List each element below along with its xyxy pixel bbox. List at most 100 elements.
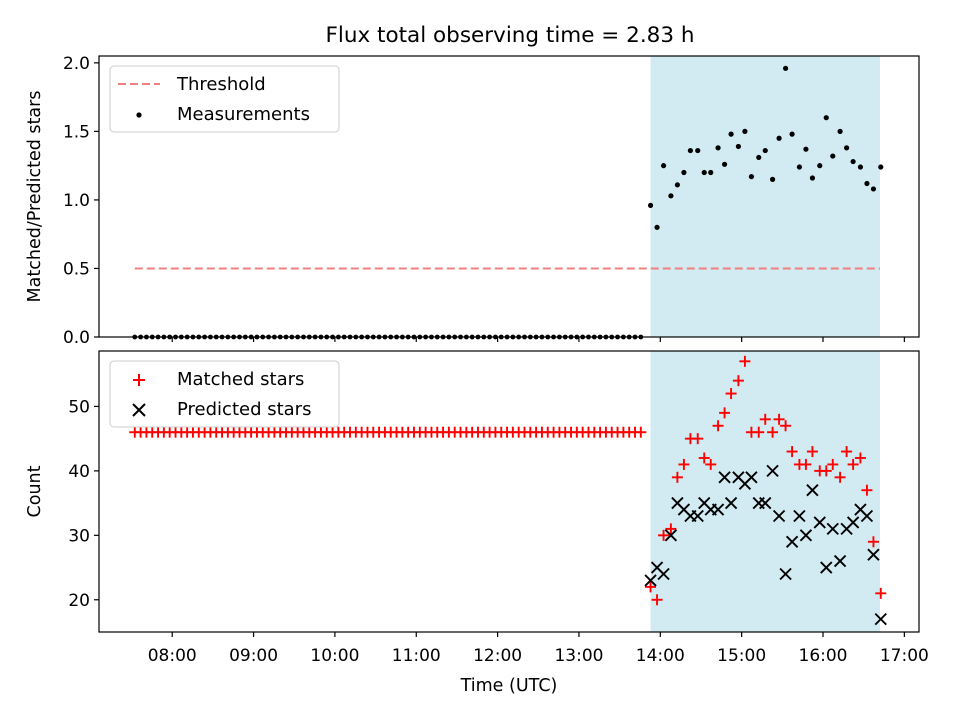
measurement-point [870, 186, 877, 192]
count-xtick-label: 10:00 [310, 646, 359, 666]
count-ytick-label: 40 [68, 462, 90, 482]
matched-star-point [854, 452, 866, 464]
ratio-ytick-label: 2.0 [63, 54, 90, 74]
matched-star-point [732, 375, 744, 387]
measurement-point [809, 175, 816, 181]
measurement-point [654, 224, 660, 230]
predicted-star-point [799, 529, 813, 542]
measurement-point [789, 131, 795, 137]
predicted-star-point [813, 516, 826, 529]
legend-matched-label: Matched stars [177, 369, 304, 390]
matched-star-point [651, 594, 663, 606]
matched-star-point [739, 355, 751, 367]
count-frame [98, 350, 920, 633]
count-xlabel: Time (UTC) [460, 676, 558, 696]
matched-star-point [767, 426, 779, 438]
predicted-star-point [657, 567, 670, 581]
count-xtick-label: 08:00 [148, 646, 197, 666]
predicted-star-point [846, 516, 860, 529]
measurement-point [817, 163, 823, 169]
measurement-point [756, 154, 762, 161]
measurement-point [701, 169, 707, 176]
measurement-point [776, 135, 782, 141]
count-xtick-label: 12:00 [473, 646, 522, 666]
predicted-star-point [745, 471, 758, 484]
measurement-point [668, 193, 674, 199]
ratio-ytick-label: 1.5 [63, 122, 90, 142]
predicted-star-point [759, 496, 772, 510]
predicted-star-point [772, 509, 786, 523]
ratio-panel: 0.00.51.01.52.0 Matched/Predicted stars … [25, 54, 920, 348]
matched-star-point [786, 446, 798, 458]
measurement-point [695, 147, 701, 154]
ratio-frame [98, 55, 920, 338]
count-shaded-span [650, 351, 880, 632]
matched-star-point [719, 407, 731, 419]
measurement-point [878, 164, 884, 170]
measurement-point [735, 143, 742, 150]
predicted-star-point [644, 574, 657, 587]
measurement-point [830, 153, 836, 159]
measurement-point [850, 158, 856, 165]
measurement-point [796, 164, 803, 170]
predicted-star-point [867, 548, 880, 561]
count-xtick-label: 09:00 [229, 646, 278, 666]
ratio-ylabel: Matched/Predicted stars [25, 91, 45, 303]
count-panel: 20 30 40 50 08:00 09:00 10:00 11:00 12:00 13:00 1… [25, 350, 929, 696]
count-ytick-label: 30 [68, 526, 90, 546]
measurement-point [742, 128, 748, 134]
measurement-point [782, 65, 789, 71]
legend-predicted-label: Predicted stars [177, 399, 311, 420]
matched-star-point [658, 529, 670, 541]
matched-star-point [780, 420, 792, 432]
measurement-point [857, 164, 864, 170]
count-ylabel: Count [25, 465, 45, 517]
predicted-star-point [874, 612, 887, 626]
count-ytick-label: 50 [68, 397, 90, 417]
ratio-shaded-span [650, 56, 880, 337]
ratio-legend: Threshold Measurements [109, 65, 340, 133]
measurement-point [721, 161, 728, 167]
predicted-star-point [793, 509, 806, 523]
legend-matched-swatch [133, 374, 145, 386]
measurement-point [843, 145, 850, 151]
measurement-point [687, 147, 694, 154]
matched-star-point [705, 458, 717, 470]
predicted-star-point [826, 522, 839, 536]
count-legend: Matched stars Predicted stars [109, 360, 340, 428]
matched-star-point [861, 484, 873, 496]
measurement-point [748, 174, 755, 180]
measurement-point [715, 145, 721, 151]
legend-predicted-swatch [132, 403, 146, 417]
measurement-point [660, 163, 667, 169]
matched-star-point [806, 446, 818, 458]
matched-star-point [875, 587, 887, 599]
predicted-star-point [691, 509, 704, 523]
matched-star-point [827, 458, 839, 470]
count-xtick-label: 17:00 [880, 646, 929, 666]
count-legend-box [109, 360, 340, 428]
predicted-star-point [664, 529, 678, 542]
matched-star-point [665, 523, 677, 535]
measurement-point [762, 147, 768, 154]
matched-star-point [800, 458, 812, 470]
matched-star-point [773, 413, 785, 425]
legend-threshold-label: Threshold [176, 74, 266, 95]
legend-measurements-swatch [136, 112, 142, 118]
count-xtick-label: 16:00 [799, 646, 848, 666]
chart-title: Flux total observing time = 2.83 h [326, 23, 695, 48]
matched-star-point [725, 388, 737, 400]
matched-star-point [820, 465, 832, 477]
count-xtick-label: 11:00 [392, 646, 441, 666]
matched-star-point [712, 420, 724, 432]
matched-star-point [847, 458, 859, 470]
matched-star-point [671, 471, 683, 483]
matched-star-point [841, 446, 853, 458]
matched-star-point [759, 413, 771, 425]
matched-star-point [678, 458, 690, 470]
matched-star-point [867, 536, 879, 548]
ratio-ytick-label: 0.5 [63, 259, 90, 279]
measurement-point [864, 180, 870, 187]
matched-star-point [698, 452, 710, 464]
measurement-point [803, 146, 809, 152]
